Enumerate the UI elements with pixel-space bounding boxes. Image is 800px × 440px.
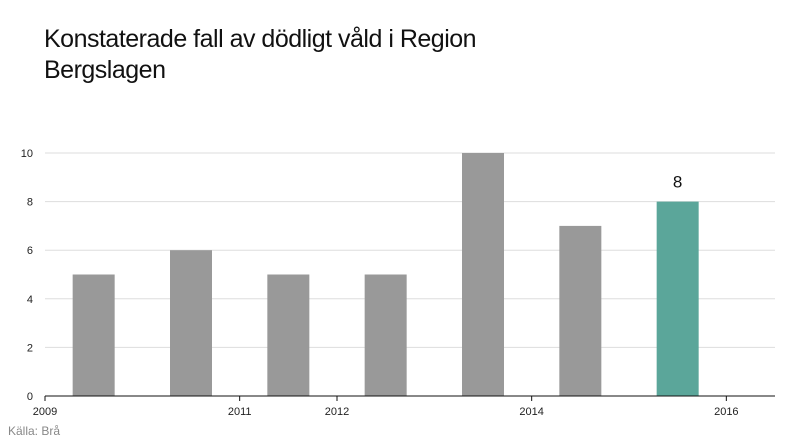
y-tick-label: 0	[27, 391, 33, 403]
bar	[72, 274, 115, 396]
y-tick-label: 8	[27, 197, 33, 209]
gridlines	[45, 152, 775, 348]
bar	[364, 274, 407, 396]
x-tick-label: 2011	[228, 406, 252, 418]
y-tick-label: 6	[27, 245, 33, 257]
axes: 0 2 4 6 8 10 2009 2011 2012 2014 2016	[21, 148, 775, 418]
y-tick-label: 2	[27, 342, 33, 354]
data-label: 8	[673, 173, 682, 192]
x-tick-label: 2012	[325, 406, 349, 418]
bar	[462, 153, 504, 396]
bars	[72, 153, 699, 396]
x-tick-label: 2009	[33, 406, 57, 418]
data-labels: 8	[673, 173, 682, 192]
bar	[559, 225, 602, 396]
source-note: Källa: Brå	[8, 424, 61, 438]
x-tick-label: 2016	[714, 406, 738, 418]
y-tick-label: 4	[27, 294, 33, 306]
y-tick-label: 10	[21, 148, 33, 160]
bar	[267, 274, 310, 396]
bar	[170, 250, 212, 396]
chart-title: Konstaterade fall av dödligt våld i Regi…	[44, 25, 477, 84]
x-tick-label: 2014	[519, 406, 543, 418]
bar	[656, 201, 699, 396]
